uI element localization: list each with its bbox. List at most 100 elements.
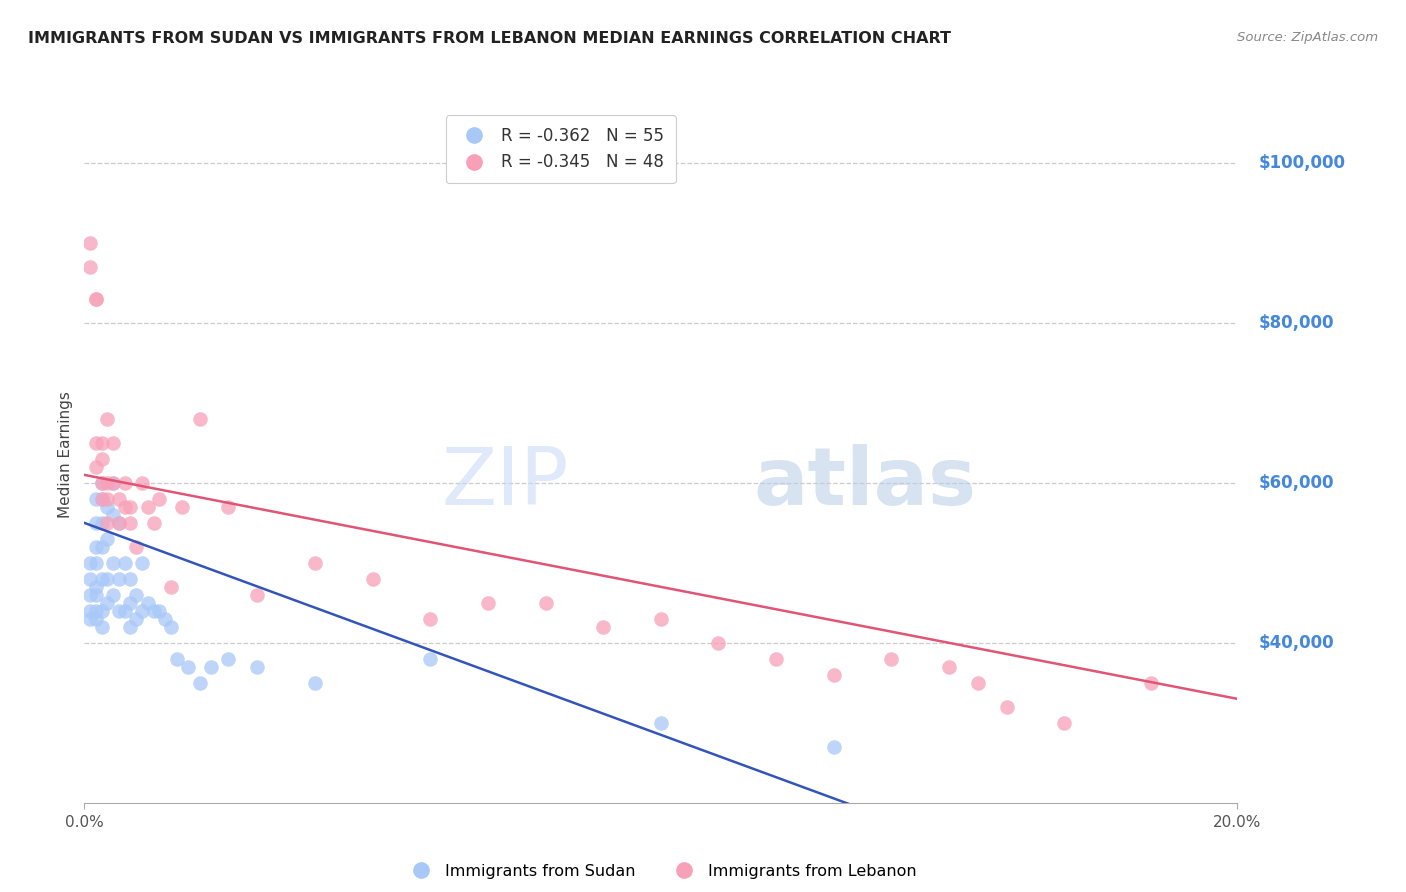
Point: [90, 620, 112, 634]
Point: [90, 451, 112, 466]
Point: [534, 596, 557, 610]
Point: [1053, 715, 1076, 730]
Point: [160, 620, 183, 634]
Point: [304, 556, 326, 570]
Point: [136, 596, 159, 610]
Point: [880, 652, 903, 666]
Point: [103, 475, 124, 490]
Point: [172, 500, 194, 514]
Point: [200, 660, 222, 674]
Point: [592, 620, 614, 634]
Point: [136, 500, 159, 514]
Point: [125, 540, 148, 554]
Point: [84, 491, 107, 506]
Point: [246, 660, 269, 674]
Point: [84, 556, 107, 570]
Point: [90, 475, 112, 490]
Y-axis label: Median Earnings: Median Earnings: [58, 392, 73, 518]
Point: [995, 699, 1018, 714]
Point: [103, 508, 124, 522]
Point: [707, 636, 730, 650]
Point: [166, 652, 188, 666]
Point: [967, 676, 990, 690]
Point: [650, 715, 672, 730]
Point: [148, 604, 170, 618]
Point: [1139, 676, 1161, 690]
Point: [153, 612, 176, 626]
Point: [142, 516, 165, 530]
Point: [108, 516, 131, 530]
Point: [477, 596, 499, 610]
Text: $100,000: $100,000: [1258, 154, 1346, 172]
Point: [419, 612, 441, 626]
Point: [103, 436, 124, 450]
Point: [84, 292, 107, 306]
Point: [131, 604, 153, 618]
Point: [177, 660, 200, 674]
Point: [96, 596, 118, 610]
Point: [84, 436, 107, 450]
Point: [84, 604, 107, 618]
Point: [96, 500, 118, 514]
Point: [90, 572, 112, 586]
Point: [108, 604, 131, 618]
Point: [79, 612, 101, 626]
Point: [361, 572, 384, 586]
Point: [79, 588, 101, 602]
Text: $40,000: $40,000: [1258, 634, 1334, 652]
Text: IMMIGRANTS FROM SUDAN VS IMMIGRANTS FROM LEBANON MEDIAN EARNINGS CORRELATION CHA: IMMIGRANTS FROM SUDAN VS IMMIGRANTS FROM…: [28, 31, 950, 46]
Point: [84, 540, 107, 554]
Point: [108, 491, 131, 506]
Point: [90, 491, 112, 506]
Point: [108, 516, 131, 530]
Point: [108, 572, 131, 586]
Point: [84, 516, 107, 530]
Point: [90, 516, 112, 530]
Text: Source: ZipAtlas.com: Source: ZipAtlas.com: [1237, 31, 1378, 45]
Point: [84, 612, 107, 626]
Point: [84, 588, 107, 602]
Point: [79, 260, 101, 274]
Point: [148, 491, 170, 506]
Text: atlas: atlas: [754, 443, 976, 522]
Point: [217, 652, 239, 666]
Text: ZIP: ZIP: [441, 443, 568, 522]
Point: [125, 612, 148, 626]
Point: [188, 412, 211, 426]
Point: [823, 668, 845, 682]
Point: [120, 516, 142, 530]
Point: [96, 516, 118, 530]
Point: [142, 604, 165, 618]
Point: [84, 292, 107, 306]
Point: [79, 572, 101, 586]
Point: [938, 660, 960, 674]
Point: [114, 475, 136, 490]
Point: [246, 588, 269, 602]
Point: [114, 556, 136, 570]
Point: [131, 556, 153, 570]
Point: [84, 459, 107, 474]
Point: [96, 491, 118, 506]
Point: [90, 540, 112, 554]
Point: [79, 604, 101, 618]
Legend: Immigrants from Sudan, Immigrants from Lebanon: Immigrants from Sudan, Immigrants from L…: [399, 857, 922, 885]
Point: [84, 580, 107, 594]
Point: [188, 676, 211, 690]
Point: [304, 676, 326, 690]
Point: [131, 475, 153, 490]
Point: [217, 500, 239, 514]
Point: [79, 235, 101, 250]
Point: [96, 475, 118, 490]
Point: [120, 596, 142, 610]
Point: [765, 652, 787, 666]
Point: [120, 500, 142, 514]
Point: [103, 556, 124, 570]
Point: [103, 588, 124, 602]
Point: [96, 572, 118, 586]
Point: [114, 604, 136, 618]
Point: [823, 739, 845, 754]
Point: [79, 556, 101, 570]
Point: [114, 500, 136, 514]
Text: $60,000: $60,000: [1258, 474, 1334, 491]
Point: [96, 412, 118, 426]
